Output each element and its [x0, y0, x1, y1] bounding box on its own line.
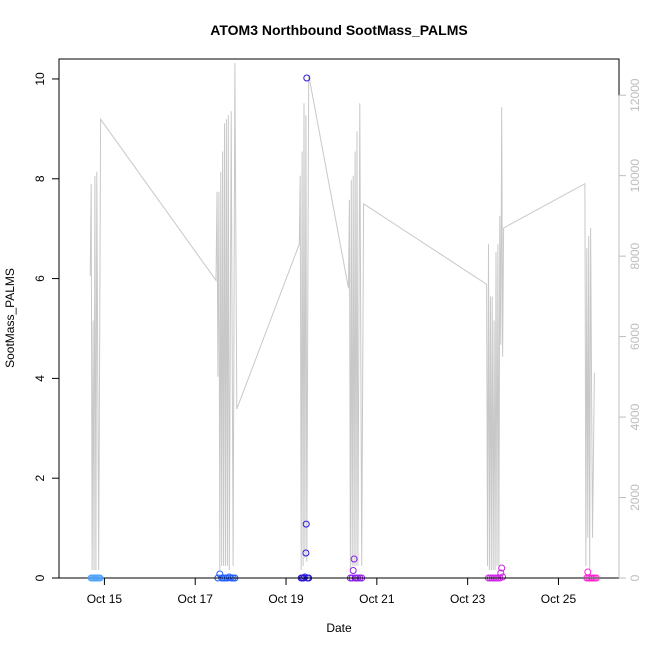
chart-title: ATOM3 Northbound SootMass_PALMS: [210, 22, 467, 38]
y2-tick-label-1: 2000: [628, 484, 642, 511]
y2-tick-label-2: 4000: [628, 403, 642, 430]
x-axis-label: Date: [326, 621, 352, 635]
plot-area: [58, 58, 620, 579]
data-point-series-4-9: [499, 573, 507, 581]
data-point-series-1-1: [216, 570, 224, 578]
x-tick-label-3: Oct 21: [359, 592, 395, 606]
y2-tick-label-6: 12000: [628, 78, 642, 112]
x-tick-label-4: Oct 23: [450, 592, 486, 606]
data-point-series-5-1: [584, 568, 592, 576]
data-point-series-2-6: [303, 74, 311, 82]
y2-series-polyline: [89, 62, 595, 571]
x-tick-label-5: Oct 25: [541, 592, 577, 606]
data-point-series-2-4: [302, 549, 310, 557]
y2-tick-label-4: 8000: [628, 242, 642, 269]
data-point-series-0-7: [96, 574, 104, 582]
x-tick-label-1: Oct 17: [178, 592, 214, 606]
y-tick-label-2: 4: [33, 375, 47, 382]
data-point-series-3-2: [349, 567, 357, 574]
x-axis: Oct 15 Oct 17 Oct 19 Oct 21 Oct 23 Oct 25: [87, 577, 577, 606]
data-point-series-5-5: [590, 574, 598, 582]
data-point-series-5-6: [592, 574, 600, 582]
data-point-series-5-4: [589, 574, 596, 582]
y-tick-label-4: 8: [33, 175, 47, 182]
x-tick-label-2: Oct 19: [268, 592, 304, 606]
y2-tick-label-3: 6000: [628, 323, 642, 350]
x-tick-label-0: Oct 15: [87, 592, 123, 606]
data-point-series-4-7: [497, 569, 505, 577]
y2-axis: 0 2000 4000 6000 8000 10000 12000: [618, 78, 642, 581]
data-point-series-3-3: [350, 555, 358, 563]
y-tick-label-3: 6: [33, 275, 47, 282]
data-point-series-4-8: [498, 564, 506, 572]
y2-tick-label-0: 0: [628, 574, 642, 581]
y2-tick-label-5: 10000: [628, 159, 642, 193]
y-tick-label-5: 10: [33, 72, 47, 86]
y-tick-label-1: 2: [33, 475, 47, 482]
y-axis-label: SootMass_PALMS: [3, 268, 17, 368]
y2-series-line: [89, 62, 595, 571]
y-axis: 0 2 4 6 8 10: [33, 72, 60, 581]
data-points: [87, 74, 600, 582]
y-tick-label-0: 0: [33, 574, 47, 581]
data-point-series-2-5: [302, 520, 310, 528]
